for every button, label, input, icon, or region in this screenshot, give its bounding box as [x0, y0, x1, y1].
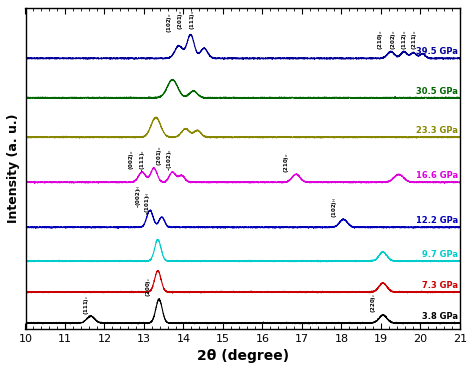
Text: 9.7 GPa: 9.7 GPa	[422, 250, 458, 259]
Text: (111)$_c$: (111)$_c$	[82, 294, 91, 314]
Text: (002)$_o$: (002)$_o$	[127, 149, 136, 170]
Text: (202)$_o$: (202)$_o$	[389, 29, 398, 50]
Text: -(101)$_H$: -(101)$_H$	[144, 191, 153, 215]
Y-axis label: Intensity (a. u.): Intensity (a. u.)	[7, 114, 20, 223]
Text: 7.3 GPa: 7.3 GPa	[422, 281, 458, 290]
Text: (200)$_c$: (200)$_c$	[144, 276, 153, 297]
Text: 30.5 GPa: 30.5 GPa	[416, 87, 458, 95]
Text: (210)$_o$: (210)$_o$	[283, 152, 292, 173]
Text: -(002)$_H$: -(002)$_H$	[134, 185, 143, 208]
Text: (102)$_o$: (102)$_o$	[165, 12, 174, 33]
Text: -(111)$_o$: -(111)$_o$	[137, 149, 146, 172]
Text: 3.8 GPa: 3.8 GPa	[422, 312, 458, 321]
Text: 16.6 GPa: 16.6 GPa	[416, 171, 458, 180]
X-axis label: 2θ (degree): 2θ (degree)	[197, 349, 289, 363]
Text: (102)$_H$: (102)$_H$	[330, 196, 339, 218]
Text: (211)$_o$: (211)$_o$	[410, 29, 419, 50]
Text: (210)$_o$: (210)$_o$	[376, 29, 385, 50]
Text: (201)$_o$: (201)$_o$	[155, 146, 164, 166]
Text: (111)$_o$: (111)$_o$	[188, 10, 197, 30]
Text: (201)$_o$: (201)$_o$	[176, 10, 185, 30]
Text: 23.3 GPa: 23.3 GPa	[416, 126, 458, 135]
Text: (220)$_c$: (220)$_c$	[369, 293, 378, 313]
Text: 39.5 GPa: 39.5 GPa	[416, 47, 458, 56]
Text: -(102)$_o$: -(102)$_o$	[165, 148, 174, 171]
Text: (112)$_o$: (112)$_o$	[400, 29, 409, 50]
Text: 12.2 GPa: 12.2 GPa	[416, 216, 458, 225]
